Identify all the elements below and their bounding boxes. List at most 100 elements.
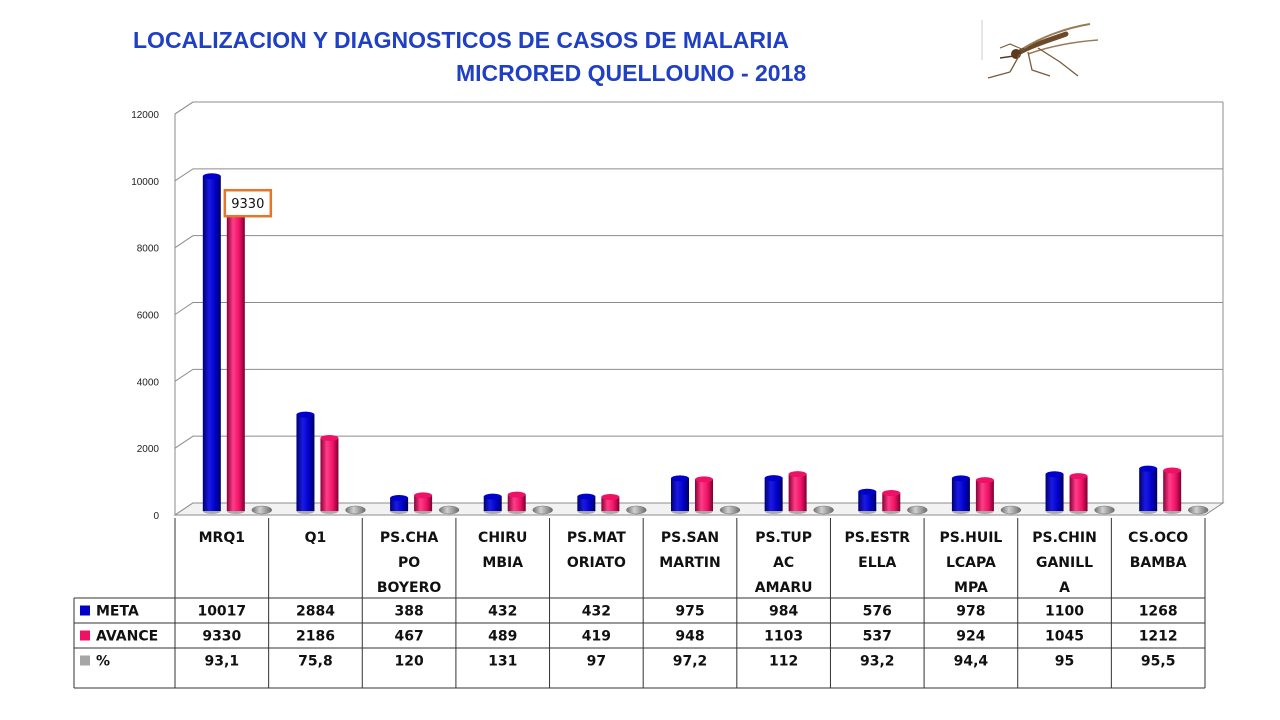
bar-meta bbox=[1139, 465, 1158, 514]
category-label: LCAPA bbox=[946, 555, 996, 571]
bar-body bbox=[296, 414, 315, 511]
bar-top bbox=[858, 488, 877, 495]
bar-meta bbox=[764, 475, 783, 514]
bar-pct bbox=[438, 505, 460, 515]
bar-top bbox=[951, 475, 970, 482]
table-cell: 419 bbox=[582, 629, 611, 645]
category-label: PS.CHA bbox=[380, 530, 439, 546]
category-label: AMARU bbox=[755, 580, 813, 596]
category-label: GANILL bbox=[1036, 555, 1093, 571]
bar-body bbox=[671, 478, 689, 511]
category-label: MRQ1 bbox=[199, 530, 245, 546]
category-label: PS.MAT bbox=[567, 530, 626, 546]
bar-meta bbox=[483, 493, 502, 514]
bar-body bbox=[577, 496, 596, 511]
bar-meta bbox=[577, 493, 596, 514]
table-cell: 93,1 bbox=[205, 654, 240, 670]
bar-avance bbox=[414, 492, 433, 514]
table-cell: 489 bbox=[488, 629, 517, 645]
bar-pct-disc bbox=[532, 505, 553, 515]
table-cell: 1268 bbox=[1139, 604, 1178, 620]
bar-avance bbox=[226, 196, 245, 514]
bar-body bbox=[202, 176, 221, 511]
category-label: Q1 bbox=[305, 530, 327, 546]
chart-title-line2: MICRORED QUELLOUNO - 2018 bbox=[456, 60, 807, 86]
y-tick-label: 2000 bbox=[137, 444, 160, 455]
bar-top bbox=[601, 493, 620, 500]
category-label: CS.OCO bbox=[1128, 530, 1188, 546]
category-label: PS.CHIN bbox=[1032, 530, 1097, 546]
bar-avance bbox=[507, 491, 526, 514]
mosquito-icon bbox=[981, 20, 1099, 79]
bar-body bbox=[951, 478, 970, 511]
table-cell: 975 bbox=[675, 604, 704, 620]
bar-body bbox=[1045, 474, 1064, 511]
bar-body bbox=[1163, 470, 1182, 511]
table-cell: 97 bbox=[587, 654, 606, 670]
bar-body bbox=[390, 498, 409, 511]
gridline bbox=[174, 235, 1223, 249]
bar-body bbox=[320, 437, 339, 511]
category-label: PS.TUP bbox=[755, 530, 812, 546]
bar-avance bbox=[601, 493, 620, 514]
bar-pct-disc bbox=[626, 505, 647, 515]
table-cell: 467 bbox=[394, 629, 423, 645]
bar-pct bbox=[1094, 505, 1115, 515]
legend-swatch bbox=[80, 605, 90, 616]
bar-meta bbox=[858, 488, 877, 514]
bar-top bbox=[483, 493, 502, 500]
table-cell: 94,4 bbox=[954, 654, 989, 670]
bar-body bbox=[975, 480, 994, 511]
table-cell: 75,8 bbox=[298, 654, 333, 670]
table-cell: 2186 bbox=[296, 629, 335, 645]
category-label: A bbox=[1059, 580, 1070, 596]
legend-label: META bbox=[96, 604, 139, 620]
category-label: PO bbox=[398, 555, 420, 571]
y-tick-label: 6000 bbox=[137, 311, 160, 322]
legend-label: AVANCE bbox=[96, 629, 158, 645]
gridline bbox=[174, 168, 1223, 182]
bar-top bbox=[882, 490, 901, 497]
category-label: MBIA bbox=[482, 555, 523, 571]
bar-top bbox=[390, 495, 409, 502]
category-label: BOYERO bbox=[377, 580, 442, 596]
table-cell: 1045 bbox=[1045, 629, 1084, 645]
category-label: MPA bbox=[954, 580, 988, 596]
bar-top bbox=[296, 411, 315, 418]
table-cell: 9330 bbox=[202, 629, 241, 645]
bar-top bbox=[202, 173, 221, 180]
category-label: BAMBA bbox=[1130, 555, 1187, 571]
table-cell: 120 bbox=[394, 654, 423, 670]
table-cell: 112 bbox=[769, 654, 798, 670]
bar-top bbox=[1163, 467, 1182, 474]
table-cell: 537 bbox=[863, 629, 892, 645]
bar-meta bbox=[671, 475, 689, 514]
table-cell: 924 bbox=[956, 629, 985, 645]
bar-top bbox=[975, 477, 994, 484]
bar-body bbox=[788, 474, 807, 511]
bar-avance bbox=[882, 490, 901, 514]
bar-top bbox=[507, 491, 526, 498]
bar-body bbox=[1139, 468, 1158, 511]
y-tick-label: 0 bbox=[153, 511, 159, 522]
category-label: CHIRU bbox=[478, 530, 527, 546]
y-tick-label: 8000 bbox=[137, 244, 160, 255]
gridline bbox=[174, 101, 1223, 115]
table-cell: 432 bbox=[488, 604, 517, 620]
bar-pct bbox=[626, 505, 647, 515]
bar-pct-disc bbox=[1000, 505, 1022, 515]
bar-body bbox=[1069, 476, 1088, 511]
bar-pct bbox=[1000, 505, 1022, 515]
bar-body bbox=[764, 478, 783, 511]
bar-pct-disc bbox=[1094, 505, 1115, 515]
bar-pct bbox=[907, 505, 928, 515]
table-cell: 2884 bbox=[296, 604, 335, 620]
category-label: ELLA bbox=[858, 555, 896, 571]
bar-meta bbox=[951, 475, 970, 514]
bar-pct-disc bbox=[719, 505, 741, 515]
legend-swatch bbox=[80, 630, 90, 641]
bar-avance bbox=[1069, 473, 1088, 514]
category-label: AC bbox=[773, 555, 794, 571]
table-cell: 131 bbox=[488, 654, 517, 670]
data-label-text: 9330 bbox=[231, 197, 264, 212]
